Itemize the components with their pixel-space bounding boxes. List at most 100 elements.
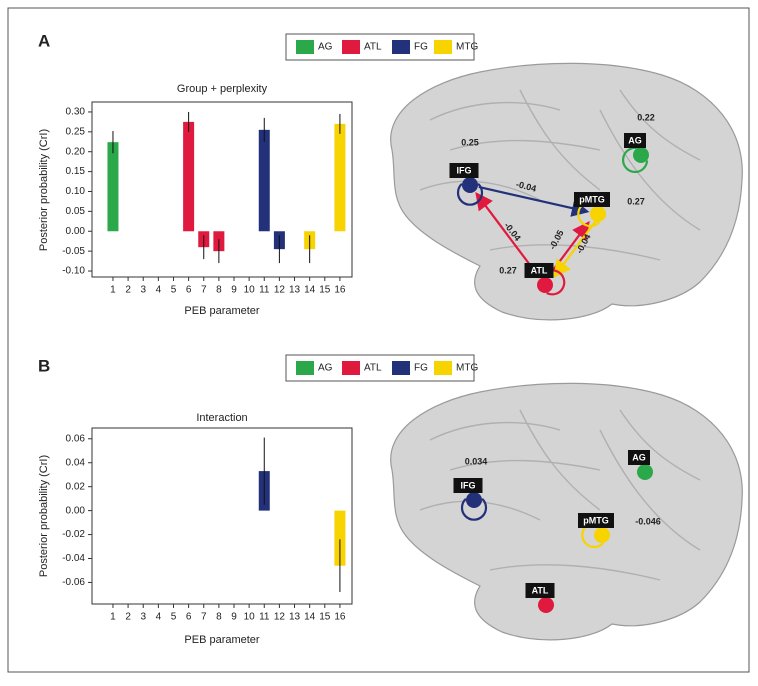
- x-tick-label: 15: [319, 612, 331, 623]
- x-tick-label: 7: [201, 285, 207, 296]
- self-connection-value: 0.034: [465, 456, 488, 466]
- y-tick-label: 0.05: [66, 206, 86, 217]
- y-tick-label: -0.04: [62, 553, 85, 564]
- region-node: [633, 147, 649, 163]
- y-tick-label: -0.10: [62, 266, 85, 277]
- region-node: [537, 277, 553, 293]
- x-tick-label: 2: [125, 612, 131, 623]
- region-label-box: [449, 163, 479, 178]
- x-tick-label: 1: [110, 612, 116, 623]
- region-label-box: [574, 192, 610, 207]
- x-tick-label: 8: [216, 285, 222, 296]
- y-tick-label: 0.06: [66, 433, 86, 444]
- self-connection-value: 0.22: [637, 112, 655, 122]
- legend-label: FG: [414, 363, 428, 374]
- self-connection: [460, 498, 488, 521]
- x-tick-label: 10: [244, 285, 256, 296]
- x-axis-label: PEB parameter: [184, 305, 260, 317]
- x-tick-label: 9: [231, 612, 237, 623]
- self-connection: [456, 183, 484, 206]
- legend-swatch: [434, 361, 452, 375]
- x-tick-label: 11: [259, 612, 270, 623]
- region-node: [466, 492, 482, 508]
- legend-swatch: [296, 361, 314, 375]
- brain: [390, 62, 743, 321]
- y-tick-label: 0.25: [66, 126, 86, 137]
- region-node: [462, 177, 478, 193]
- self-connection-value: 0.27: [499, 265, 517, 275]
- legend-label: ATL: [364, 363, 382, 374]
- region-node: [538, 597, 554, 613]
- x-tick-label: 15: [319, 285, 331, 296]
- brain: [390, 382, 743, 641]
- legend-swatch: [434, 40, 452, 54]
- bar: [183, 121, 195, 232]
- plot-frame: [91, 101, 353, 278]
- region-label-box: [453, 478, 483, 493]
- network: -0.04-0.04 -0.05 -0.040.250.220.270.27IFGA…: [449, 112, 655, 296]
- legend-swatch: [342, 361, 360, 375]
- legend-swatch: [392, 361, 410, 375]
- region-label: AG: [628, 135, 642, 145]
- y-axis-label: Posterior probability (CrI): [38, 129, 50, 251]
- y-tick-label: -0.05: [62, 246, 85, 257]
- region-label: pMTG: [583, 515, 609, 525]
- region-node: [594, 527, 610, 543]
- x-tick-label: 14: [304, 612, 316, 623]
- x-tick-label: 2: [125, 285, 131, 296]
- panel-label: A: [38, 31, 50, 50]
- legend-label: MTG: [456, 42, 478, 53]
- region-label-box: [628, 450, 650, 465]
- y-tick-label: 0.02: [66, 481, 86, 492]
- y-tick-label: 0.10: [66, 186, 86, 197]
- y-tick-label: 0.04: [66, 457, 86, 468]
- connection: [553, 220, 597, 278]
- y-tick-label: -0.06: [62, 577, 85, 588]
- x-tick-label: 10: [244, 612, 256, 623]
- plot-frame: [91, 427, 353, 605]
- x-tick-label: 6: [186, 285, 192, 296]
- panel-label: B: [38, 356, 50, 375]
- x-tick-label: 12: [274, 285, 286, 296]
- x-tick-label: 7: [201, 612, 207, 623]
- x-axis-label: PEB parameter: [184, 634, 260, 646]
- x-tick-label: 12: [274, 612, 286, 623]
- self-connection-value: 0.27: [627, 196, 645, 206]
- bar: [107, 142, 119, 232]
- y-tick-label: -0.02: [62, 529, 85, 540]
- region-label-box: [525, 583, 555, 598]
- connection: [478, 185, 590, 217]
- x-tick-label: 3: [140, 612, 146, 623]
- y-tick-label: 0.00: [66, 505, 86, 516]
- self-connection-value: 0.25: [461, 137, 479, 147]
- legend-swatch: [296, 40, 314, 54]
- y-tick-label: 0.30: [66, 107, 86, 118]
- y-axis-label: Posterior probability (CrI): [38, 455, 50, 577]
- region-label: IFG: [457, 165, 472, 175]
- region-label: pMTG: [579, 194, 605, 204]
- x-tick-label: 14: [304, 285, 316, 296]
- region-node: [590, 206, 606, 222]
- legend-label: MTG: [456, 363, 478, 374]
- region-label-box: [624, 133, 646, 148]
- region-label: IFG: [461, 480, 476, 490]
- x-tick-label: 5: [171, 285, 177, 296]
- legend-label: ATL: [364, 42, 382, 53]
- x-tick-label: 11: [259, 285, 270, 296]
- y-tick-label: 0.00: [66, 226, 86, 237]
- bar: [258, 129, 270, 232]
- legend-swatch: [392, 40, 410, 54]
- region-label: ATL: [531, 265, 548, 275]
- chart-title: Group + perplexity: [177, 83, 268, 95]
- x-tick-label: 1: [110, 285, 116, 296]
- chart-title: Interaction: [196, 412, 247, 424]
- self-connection-value: -0.046: [635, 516, 661, 526]
- x-tick-label: 13: [289, 285, 301, 296]
- x-tick-label: 3: [140, 285, 146, 296]
- region-node: [637, 464, 653, 480]
- region-label: AG: [632, 452, 646, 462]
- x-tick-label: 13: [289, 612, 301, 623]
- y-tick-label: 0.20: [66, 146, 86, 157]
- self-connection: [622, 146, 649, 174]
- legend-label: AG: [318, 42, 333, 53]
